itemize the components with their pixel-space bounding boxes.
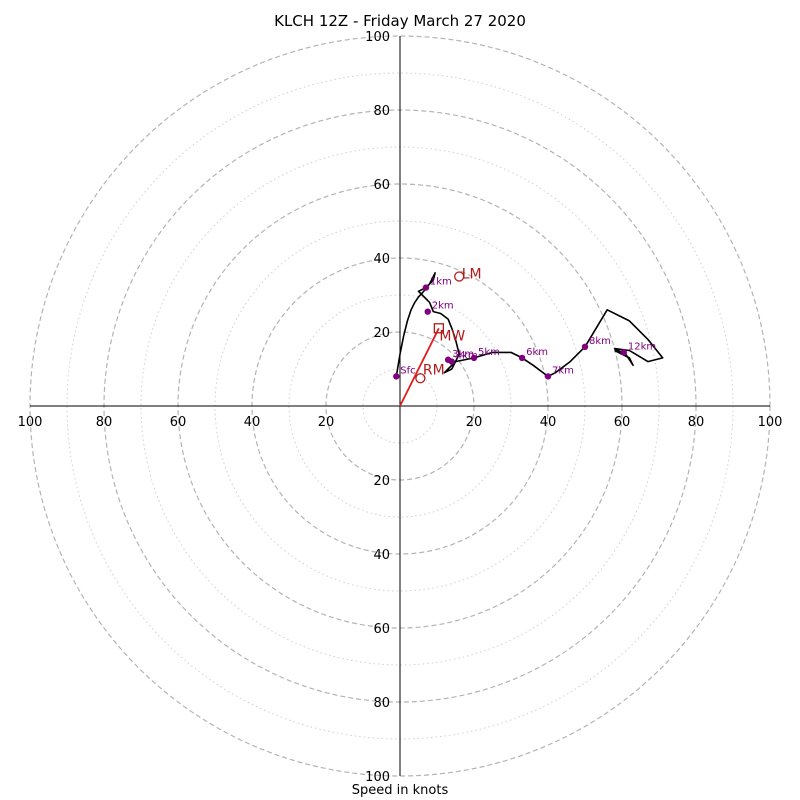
height-point [581, 343, 589, 350]
x-tick-label: 40 [540, 415, 557, 430]
height-point [518, 354, 526, 362]
x-axis-label: Speed in knots [351, 783, 449, 798]
y-tick-label: 80 [373, 104, 390, 119]
y-tick-label: 100 [365, 770, 390, 785]
x-tick-label: 80 [688, 415, 705, 430]
y-tick-label: 20 [373, 474, 390, 489]
x-tick-label: 20 [466, 415, 483, 430]
mean-wind-marker [433, 323, 445, 334]
y-tick-label: 20 [373, 326, 390, 341]
left-mover-marker [454, 271, 465, 282]
height-point [620, 349, 628, 356]
y-tick-label: 80 [373, 696, 390, 711]
x-tick-label: 60 [170, 415, 187, 430]
hodograph-trace [395, 272, 664, 378]
height-point-label: 1km [430, 277, 452, 288]
left-mover-label: LM [462, 267, 482, 283]
height-point [448, 358, 455, 365]
y-tick-label: 60 [373, 178, 390, 193]
x-tick-label: 20 [318, 415, 335, 430]
height-point-label: Sfc [400, 365, 415, 376]
height-point-label: 8km [589, 336, 611, 347]
mean-wind-vector [399, 327, 440, 407]
height-point [393, 373, 400, 380]
height-point [544, 373, 552, 380]
hodograph-trace-group [395, 272, 664, 378]
height-point-label: 7km [552, 365, 574, 376]
chart-title: KLCH 12Z - Friday March 27 2020 [274, 12, 526, 30]
y-tick-label: 60 [373, 622, 390, 637]
right-mover-marker [415, 373, 426, 384]
height-point [470, 354, 478, 362]
height-point-label: 6km [526, 347, 548, 358]
height-point-label: 12km [628, 341, 656, 352]
y-tick-label: 40 [373, 548, 390, 563]
mean-wind-label: MW [439, 328, 465, 344]
x-tick-label: 100 [18, 415, 43, 430]
x-tick-label: 100 [758, 415, 783, 430]
tick-labels: 100 80 60 40 20 20 40 60 80 100 100 80 60 40 20 20 40 60 8… [18, 30, 783, 785]
height-point [422, 284, 430, 291]
x-tick-label: 80 [96, 415, 113, 430]
x-tick-label: 60 [614, 415, 631, 430]
height-point-label: 3km [452, 349, 474, 360]
storm-motion-group: RM LM MW [399, 267, 482, 407]
height-point-label: 4km [456, 351, 478, 362]
height-point [424, 308, 431, 315]
y-tick-label: 100 [365, 30, 390, 45]
right-mover-label: RM [423, 362, 445, 378]
height-point-label: 2km [432, 301, 454, 312]
x-tick-label: 40 [244, 415, 261, 430]
y-tick-label: 40 [373, 252, 390, 267]
height-point-label: 5km [478, 347, 500, 358]
